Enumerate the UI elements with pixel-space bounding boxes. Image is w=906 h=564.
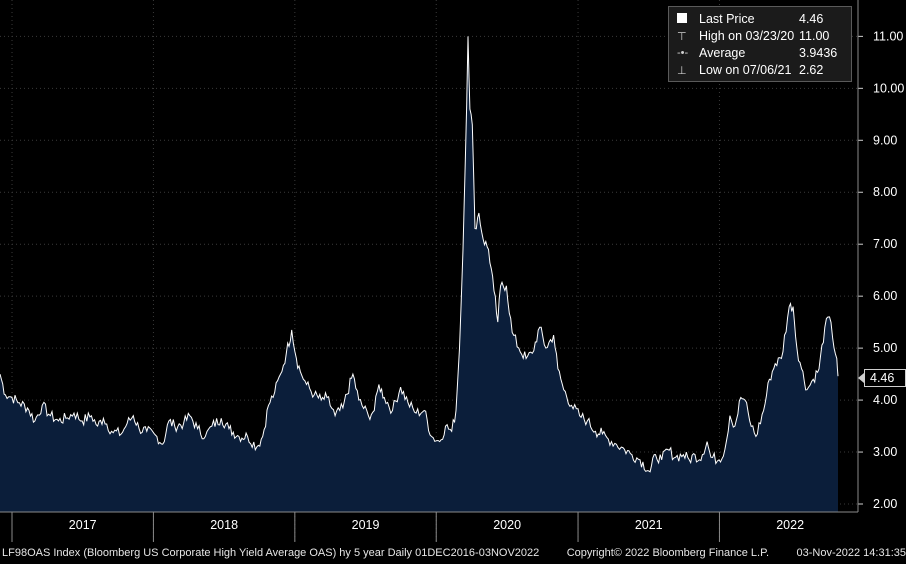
low-marker-icon: ⊥ (677, 64, 687, 77)
legend-high-label: High on 03/23/20 (699, 29, 795, 43)
legend-last-row: Last Price 4.46 (677, 11, 845, 27)
legend: Last Price 4.46 ⊤ High on 03/23/20 11.00… (668, 6, 852, 82)
price-line (0, 36, 839, 473)
y-tick-label: 7.00 (873, 237, 897, 251)
footer-timestamp: 03-Nov-2022 14:31:35 (796, 547, 906, 559)
x-tick-label: 2020 (493, 518, 521, 532)
last-price-swatch-icon (677, 12, 699, 26)
y-tick-label: 4.00 (873, 393, 897, 407)
y-tick-label: 6.00 (873, 289, 897, 303)
x-tick-label: 2018 (210, 518, 238, 532)
legend-last-value: 4.46 (799, 12, 824, 26)
footer: LF98OAS Index (Bloomberg US Corporate Hi… (2, 547, 906, 559)
y-tick-label: 8.00 (873, 185, 897, 199)
legend-low-value: 2.62 (799, 63, 824, 77)
area-fill (0, 36, 838, 513)
high-marker-icon: ⊤ (677, 30, 687, 43)
y-tick-label: 11.00 (873, 29, 903, 43)
axes: 2.00 3.00 4.00 5.00 6.00 7.00 8.00 9.00 10.00 11.… (0, 0, 904, 542)
legend-avg-label: Average (699, 46, 746, 60)
last-price-tag: 4.46 (858, 369, 906, 387)
legend-avg-row: -•- Average 3.9436 (677, 45, 845, 61)
footer-description: LF98OAS Index (Bloomberg US Corporate Hi… (2, 547, 540, 559)
average-marker-icon: -•- (677, 47, 689, 59)
x-tick-label: 2017 (69, 518, 97, 532)
x-tick-label: 2021 (635, 518, 663, 532)
x-tick-label: 2022 (776, 518, 804, 532)
y-tick-label: 3.00 (873, 445, 897, 459)
legend-high-value: 11.00 (799, 29, 830, 43)
y-tick-label: 10.00 (873, 81, 904, 95)
x-tick-label: 2019 (352, 518, 380, 532)
legend-low-row: ⊥ Low on 07/06/21 2.62 (677, 62, 845, 78)
legend-last-label: Last Price (699, 12, 755, 26)
y-tick-label: 9.00 (873, 133, 897, 147)
legend-avg-value: 3.9436 (799, 46, 838, 60)
legend-low-label: Low on 07/06/21 (699, 63, 792, 77)
footer-copyright: Copyright© 2022 Bloomberg Finance L.P. (566, 547, 770, 559)
y-tick-label: 5.00 (873, 341, 897, 355)
y-tick-label: 2.00 (873, 497, 897, 511)
legend-high-row: ⊤ High on 03/23/20 11.00 (677, 28, 845, 44)
